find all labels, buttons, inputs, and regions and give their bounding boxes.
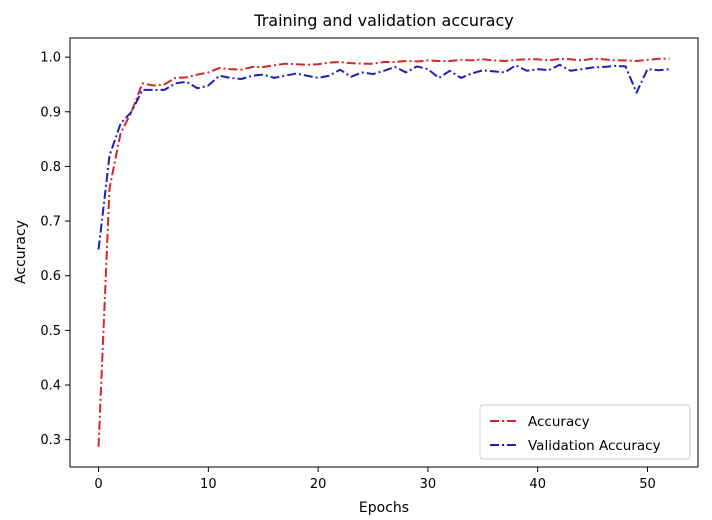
y-tick-label: 0.4 bbox=[40, 379, 61, 394]
axes-frame bbox=[69, 37, 699, 468]
x-axis-label: Epochs bbox=[359, 500, 409, 516]
y-tick-label: 0.8 bbox=[40, 160, 61, 175]
y-axis-label: Accuracy bbox=[13, 220, 29, 284]
y-tick-label: 0.9 bbox=[40, 105, 61, 120]
x-tick-label: 10 bbox=[200, 477, 217, 492]
series-group bbox=[97, 57, 670, 447]
x-tick-label: 30 bbox=[420, 477, 437, 492]
legend-box bbox=[479, 404, 691, 460]
x-tick-label: 0 bbox=[94, 477, 102, 492]
y-tick-label: 0.3 bbox=[40, 433, 61, 448]
chart-title: Training and validation accuracy bbox=[253, 11, 513, 30]
series-line-2 bbox=[97, 63, 670, 250]
x-tick-label: 20 bbox=[310, 477, 327, 492]
y-tick-label: 1.0 bbox=[40, 51, 61, 66]
y-tick-label: 0.6 bbox=[40, 269, 61, 284]
y-tick-label: 0.5 bbox=[40, 324, 61, 339]
x-tick-label: 40 bbox=[529, 477, 546, 492]
legend-label-2: Validation Accuracy bbox=[528, 438, 661, 454]
legend-label-1: Accuracy bbox=[528, 414, 590, 430]
x-axis: 0 10 20 30 40 50 bbox=[94, 467, 656, 492]
y-axis: 0.3 0.4 0.5 0.6 0.7 0.8 0.9 1.0 bbox=[40, 51, 70, 448]
plot-area bbox=[69, 37, 699, 468]
series-line-1 bbox=[97, 57, 670, 447]
y-tick-label: 0.7 bbox=[40, 215, 61, 230]
legend: Accuracy Validation Accuracy bbox=[479, 404, 691, 460]
x-tick-label: 50 bbox=[639, 477, 656, 492]
